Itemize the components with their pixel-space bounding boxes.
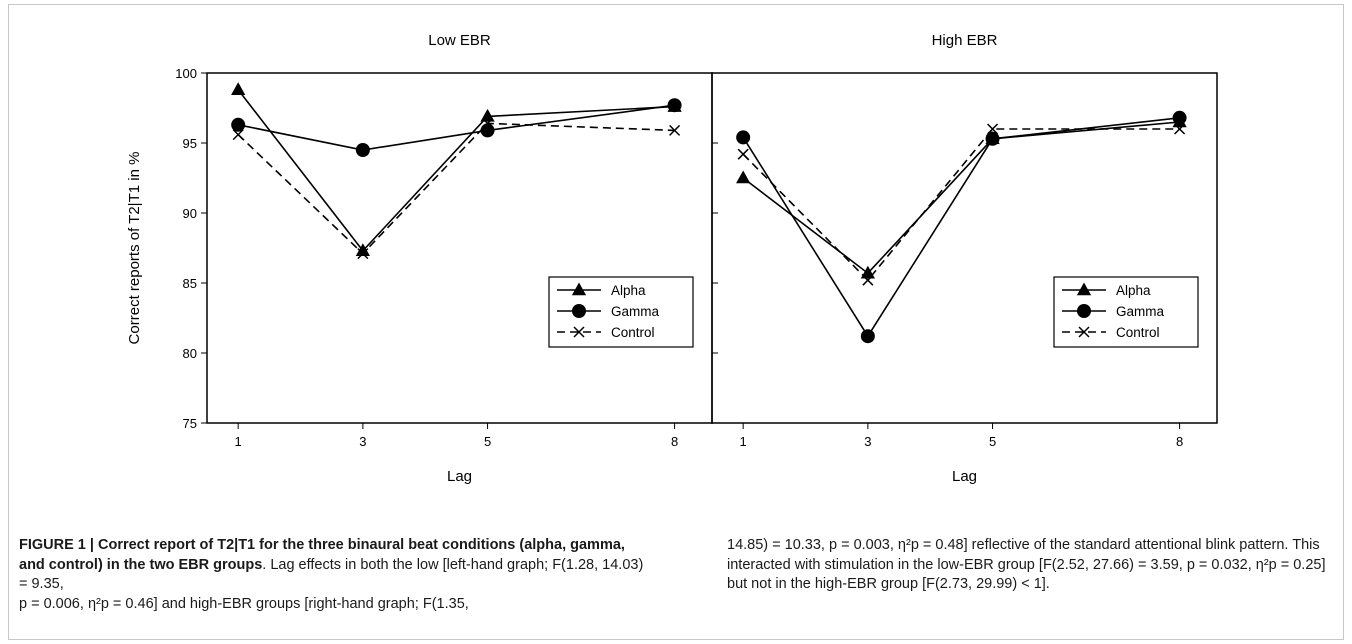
legend-label-gamma: Gamma [1116,304,1165,319]
caption-text: ] reflective of the standard attentional… [727,537,1320,573]
panel-title: High EBR [932,32,998,49]
data-point-alpha [480,108,495,122]
x-axis-label: Lag [952,468,977,485]
y-tick-label: 95 [183,136,197,151]
data-point-gamma [480,123,495,138]
legend-marker-gamma [1077,304,1091,318]
x-axis-label: Lag [447,468,472,485]
x-tick-label: 5 [989,434,996,449]
data-point-control [232,129,244,141]
x-tick-label: 3 [359,434,366,449]
x-tick-label: 8 [671,434,678,449]
data-point-control [737,148,749,160]
x-tick-label: 3 [864,434,871,449]
x-tick-label: 5 [484,434,491,449]
legend-label-alpha: Alpha [1116,283,1151,298]
caption-stat: F(2.52, 27.66) = 3.59, [1042,556,1183,573]
legend-marker-control [573,326,585,338]
legend-label-alpha: Alpha [611,283,646,298]
caption-text: ]. [1041,576,1050,592]
legend-label-control: Control [611,325,655,340]
data-point-gamma [985,131,1000,146]
data-point-alpha [355,243,370,257]
panel-title: Low EBR [428,32,491,49]
y-tick-label: 100 [175,66,197,81]
data-point-gamma [355,143,370,157]
caption-stat: η²p = 0.25 [1255,556,1322,573]
y-tick-label: 75 [183,416,197,431]
data-point-alpha [231,82,246,96]
caption-left: FIGURE 1 | Correct report of T2|T1 for t… [19,537,644,612]
data-point-gamma [736,130,751,145]
caption-stat: 14.85) = 10.33, [727,537,825,553]
caption-stat: F(1.28, 14.03) = 9.35, [19,556,644,593]
legend-label-gamma: Gamma [611,304,660,319]
caption-stat: F(1.35, [422,595,469,612]
caption-title: FIGURE 1 | Correct report of T2|T1 for t… [19,537,625,573]
series-line-control [237,122,675,255]
data-point-control [862,274,874,286]
caption-stat: η²p = 0.46 [87,595,154,612]
data-point-gamma [1172,110,1187,125]
caption-stat: F(2.73, 29.99) < 1 [926,576,1042,592]
series-line-control [742,128,1180,282]
series-line-alpha [237,89,675,253]
series-line-gamma [238,104,675,151]
y-axis-label: Correct reports of T2|T1 in % [126,152,143,345]
legend-marker-control [1078,326,1090,338]
caption-stat: p = 0.032, [1186,556,1256,573]
caption-stat: p = 0.006, [19,595,88,612]
x-tick-label: 1 [235,434,242,449]
y-tick-label: 80 [183,346,197,361]
caption-right: 14.85) = 10.33, p = 0.003, η²p = 0.48] r… [727,536,1339,595]
caption-text: Lag effects in both the low [left-hand g… [270,556,553,573]
plot-frame [711,72,1218,424]
legend-label-control: Control [1116,325,1160,340]
y-tick-label: 90 [183,206,197,221]
data-point-gamma [667,98,682,113]
x-tick-label: 8 [1176,434,1183,449]
x-tick-label: 1 [740,434,747,449]
plot-frame [206,72,713,424]
data-point-control [987,123,999,135]
caption-stat: η²p = 0.48 [897,537,964,553]
series-line-gamma [742,117,1180,338]
series-line-alpha [742,121,1180,275]
caption-stat: p = 0.003, [828,537,898,553]
caption-text: ] but not in the high-EBR group [ [727,556,1326,593]
legend-marker-alpha [571,282,587,296]
figure-panel: Low EBR 1 3 5 8 Lag 75 80 85 90 95 100 Correct repor… [8,4,1344,640]
data-point-control [1174,123,1186,135]
legend-marker-alpha [1076,282,1092,296]
legend-marker-gamma [572,304,586,318]
y-tick-label: 85 [183,276,197,291]
data-point-alpha [736,170,751,184]
data-point-gamma [860,329,875,344]
caption-text: ] and high-EBR groups [right-hand graph; [153,595,423,612]
data-point-control [482,117,494,129]
data-point-control [357,248,369,260]
data-point-control [669,124,681,136]
data-point-gamma [231,117,246,132]
